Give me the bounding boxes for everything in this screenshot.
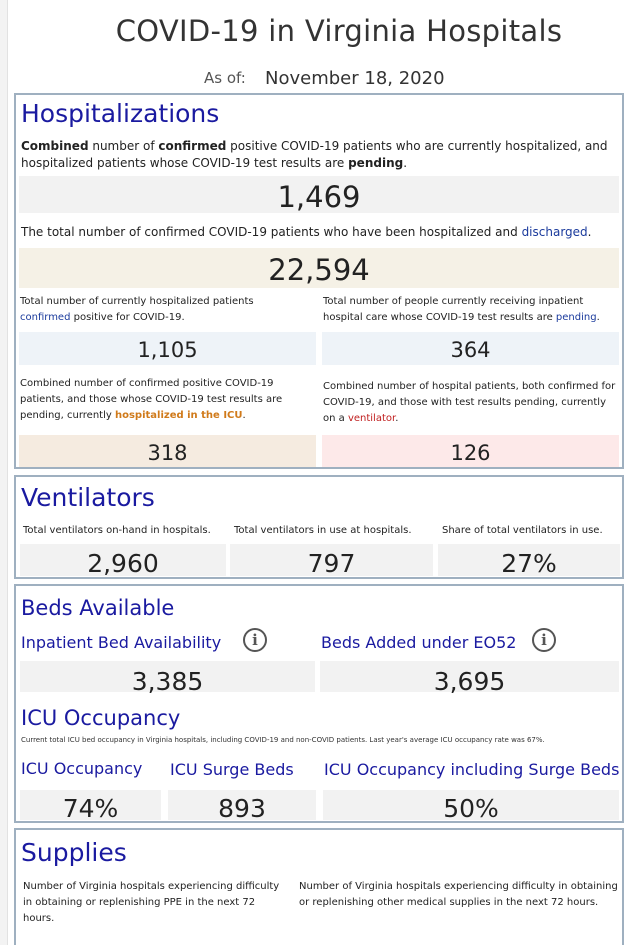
ventilators-inuse-label: Total ventilators in use at hospitals. <box>234 525 412 536</box>
confirmed-value: 1,105 <box>19 332 316 365</box>
page-title: COVID-19 in Virginia Hospitals <box>115 14 563 48</box>
icu-occupancy-surge-label: ICU Occupancy including Surge Beds <box>324 760 620 779</box>
icu-surge-beds-label: ICU Surge Beds <box>170 760 294 779</box>
total-hospitalized-value: 1,469 <box>19 176 619 214</box>
ppe-difficulty-desc: Number of Virginia hospitals experiencin… <box>23 881 280 924</box>
ventilator-value: 126 <box>322 435 619 467</box>
icu-occupancy-note: Current total ICU bed occupancy in Virgi… <box>21 736 545 744</box>
ventilator-desc: Combined number of hospital patients, bo… <box>323 381 616 424</box>
icu-surge-beds-value: 893 <box>168 790 316 823</box>
eo52-beds-label: Beds Added under EO52 <box>321 633 517 652</box>
beds-title: Beds Available <box>21 596 175 620</box>
ventilators-onhand-value: 2,960 <box>20 544 226 578</box>
discharged-value: 22,594 <box>19 248 619 288</box>
ventilators-share-value: 27% <box>438 544 620 578</box>
ventilators-onhand-label: Total ventilators on-hand in hospitals. <box>23 525 211 536</box>
total-hospitalized-desc: Combined number of confirmed positive CO… <box>21 139 608 170</box>
pending-desc: Total number of people currently receivi… <box>323 296 600 323</box>
icu-desc: Combined number of confirmed positive CO… <box>20 378 283 421</box>
icu-occupancy-title: ICU Occupancy <box>21 706 181 730</box>
supplies-title: Supplies <box>21 838 127 867</box>
icu-occupancy-label: ICU Occupancy <box>21 759 143 778</box>
pending-value: 364 <box>322 332 619 365</box>
as-of-label: As of: <box>204 69 246 87</box>
ventilators-share-label: Share of total ventilators in use. <box>442 525 603 536</box>
inpatient-bed-label: Inpatient Bed Availability <box>21 633 222 652</box>
eo52-beds-value: 3,695 <box>320 661 619 696</box>
left-edge-strip <box>0 0 8 945</box>
as-of-date: November 18, 2020 <box>265 68 445 89</box>
ventilators-inuse-value: 797 <box>230 544 433 578</box>
hospitalizations-title: Hospitalizations <box>21 99 220 128</box>
discharged-desc: The total number of confirmed COVID-19 p… <box>21 225 592 239</box>
confirmed-desc: Total number of currently hospitalized p… <box>20 296 254 323</box>
inpatient-bed-value: 3,385 <box>20 661 315 696</box>
info-circle-icon[interactable]: i <box>532 628 556 652</box>
icu-occupancy-value: 74% <box>20 790 161 823</box>
supplies-panel: Supplies Number of Virginia hospitals ex… <box>14 828 624 945</box>
ventilators-panel: Ventilators Total ventilators on-hand in… <box>14 475 624 579</box>
other-supplies-difficulty-desc: Number of Virginia hospitals experiencin… <box>299 881 618 908</box>
icu-occupancy-surge-value: 50% <box>323 790 619 823</box>
hospitalizations-panel: Hospitalizations Combined number of conf… <box>14 93 624 469</box>
info-circle-icon[interactable]: i <box>243 628 267 652</box>
ventilators-title: Ventilators <box>21 483 155 512</box>
icu-value: 318 <box>19 435 316 467</box>
beds-panel: Beds Available Inpatient Bed Availabilit… <box>14 584 624 823</box>
